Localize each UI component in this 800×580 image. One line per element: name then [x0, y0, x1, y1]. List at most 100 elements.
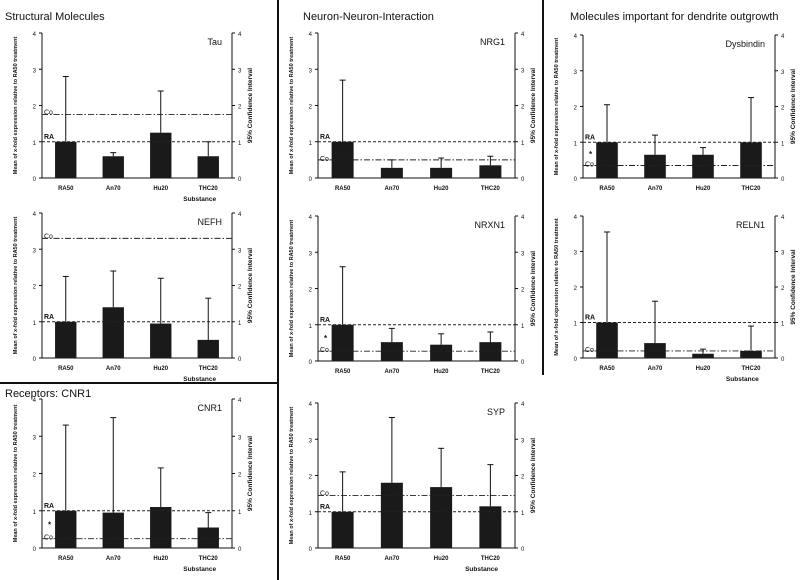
y-tick-label-left: 3: [309, 251, 313, 257]
x-tick-label-ra50: RA50: [335, 556, 351, 562]
bar-an70: [380, 482, 403, 548]
x-tick-label-an70: An70: [648, 186, 663, 192]
ra-label: RA: [320, 134, 330, 141]
y-axis-label-left: Mean of x-fold expression relative to RA…: [13, 405, 19, 543]
co-label: Co: [585, 347, 594, 354]
significance-star: *: [324, 334, 328, 343]
x-tick-label-thc20: THC20: [199, 186, 219, 192]
chart-cnr1: 0 0 1 1 2 2 3 3 4 4 Mean of x-fold expression rela…: [13, 398, 254, 573]
y-tick-label-right: 2: [238, 105, 242, 111]
y-tick-label-left: 4: [33, 398, 37, 404]
y-tick-label-right: 1: [781, 322, 785, 328]
x-tick-label-ra50: RA50: [335, 186, 351, 192]
y-tick-label-left: 0: [33, 357, 37, 363]
y-tick-label-right: 4: [521, 32, 525, 38]
x-tick-label-an70: An70: [106, 556, 121, 562]
y-tick-label-right: 1: [521, 141, 525, 147]
y-tick-label-left: 0: [309, 177, 313, 183]
bar-ra50: [596, 142, 618, 178]
y-tick-label-right: 3: [521, 251, 525, 257]
y-tick-label-left: 4: [33, 212, 37, 218]
y-tick-label-left: 0: [33, 547, 37, 553]
co-label: Co: [320, 490, 329, 497]
chart-title: Dysbindin: [725, 39, 765, 49]
x-tick-label-hu20: Hu20: [153, 366, 168, 372]
y-tick-label-right: 2: [521, 288, 525, 294]
y-tick-label-left: 1: [574, 141, 578, 147]
bar-hu20: [692, 154, 714, 178]
bar-hu20: [430, 167, 453, 178]
co-label: Co: [44, 535, 53, 542]
chart-nefh: 0 0 1 1 2 2 3 3 4 4 Mean of x-fold expression rela…: [13, 212, 254, 383]
y-tick-label-right: 4: [238, 212, 242, 218]
y-tick-label-right: 0: [238, 547, 242, 553]
y-tick-label-left: 3: [33, 435, 37, 441]
x-tick-label-an70: An70: [106, 186, 121, 192]
x-tick-label-an70: An70: [385, 556, 400, 562]
chart-tau: 0 0 1 1 2 2 3 3 4 4 Mean of x-fold expression rela…: [13, 32, 254, 203]
co-label: Co: [320, 156, 329, 163]
y-tick-label-left: 0: [574, 177, 578, 183]
y-tick-label-left: 2: [33, 105, 37, 111]
bar-an70: [102, 156, 124, 178]
significance-star: *: [589, 150, 593, 159]
bar-thc20: [197, 339, 219, 358]
ra-label: RA: [44, 134, 54, 141]
y-tick-label-left: 2: [33, 473, 37, 479]
y-axis-label-right: 95% Confidence Interval: [247, 68, 254, 143]
x-tick-label-hu20: Hu20: [434, 186, 449, 192]
chart-syp: 0 0 1 1 2 2 3 3 4 4 Mean of x-fold expression rela…: [289, 402, 537, 573]
y-tick-label-left: 0: [309, 547, 313, 553]
y-tick-label-right: 3: [521, 438, 525, 444]
y-tick-label-right: 3: [238, 435, 242, 441]
y-tick-label-right: 2: [521, 475, 525, 481]
co-label: Co: [320, 347, 329, 354]
y-tick-label-right: 0: [781, 177, 785, 183]
bar-an70: [102, 512, 124, 548]
chart-title: CNR1: [197, 403, 222, 413]
y-tick-label-right: 0: [781, 357, 785, 363]
y-tick-label-left: 2: [33, 285, 37, 291]
y-tick-label-left: 4: [574, 34, 578, 40]
significance-star: *: [48, 521, 52, 530]
x-tick-label-hu20: Hu20: [434, 369, 449, 375]
x-tick-label-ra50: RA50: [599, 186, 615, 192]
bar-hu20: [150, 132, 172, 178]
x-tick-label-thc20: THC20: [199, 366, 219, 372]
y-tick-label-left: 1: [33, 321, 37, 327]
bar-thc20: [740, 142, 762, 178]
y-tick-label-left: 4: [33, 32, 37, 38]
y-tick-label-right: 4: [521, 215, 525, 221]
y-tick-label-right: 3: [781, 70, 785, 76]
divider-left: [277, 0, 279, 580]
x-tick-label-thc20: THC20: [481, 556, 501, 562]
y-tick-label-right: 2: [521, 105, 525, 111]
ra-label: RA: [320, 317, 330, 324]
y-tick-label-right: 1: [781, 141, 785, 147]
x-tick-label-hu20: Hu20: [153, 186, 168, 192]
chart-dysbindin: 0 0 1 1 2 2 3 3 4 4 Mean of x-fold expression rela…: [554, 34, 797, 192]
y-tick-label-left: 4: [309, 402, 313, 408]
x-tick-label-ra50: RA50: [58, 186, 74, 192]
co-label: Co: [585, 161, 594, 168]
y-tick-label-left: 3: [33, 68, 37, 74]
y-tick-label-right: 0: [238, 177, 242, 183]
chart-title: NRG1: [480, 37, 505, 47]
y-tick-label-right: 2: [238, 473, 242, 479]
y-axis-label-left: Mean of x-fold expression relative to RA…: [289, 220, 295, 358]
y-tick-label-left: 2: [309, 288, 313, 294]
x-tick-label-hu20: Hu20: [696, 186, 711, 192]
y-tick-label-right: 4: [238, 398, 242, 404]
y-tick-label-left: 1: [33, 141, 37, 147]
bar-ra50: [55, 510, 77, 548]
y-tick-label-left: 2: [309, 475, 313, 481]
y-tick-label-right: 2: [238, 285, 242, 291]
x-tick-label-ra50: RA50: [58, 556, 74, 562]
y-tick-label-left: 2: [574, 106, 578, 112]
y-tick-label-left: 1: [33, 510, 37, 516]
chart-title: RELN1: [736, 220, 765, 230]
x-tick-label-thc20: THC20: [481, 186, 501, 192]
y-tick-label-right: 4: [781, 34, 785, 40]
x-tick-label-hu20: Hu20: [153, 556, 168, 562]
